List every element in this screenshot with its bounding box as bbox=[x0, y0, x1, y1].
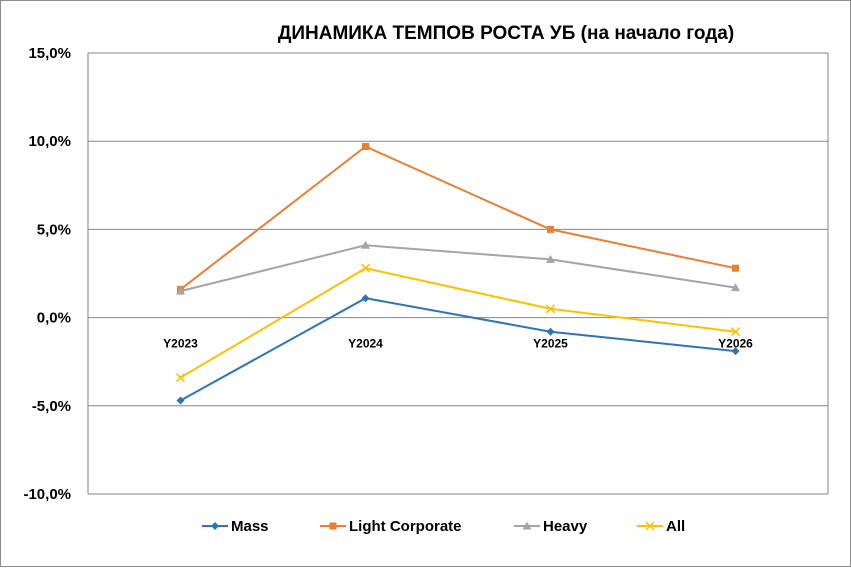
y-tick-label: 10,0% bbox=[28, 133, 71, 150]
y-tick-label: 5,0% bbox=[37, 221, 71, 238]
x-category-label: Y2023 bbox=[163, 337, 198, 351]
legend-marker bbox=[522, 521, 532, 530]
legend-item: Mass bbox=[202, 518, 269, 535]
chart-title: ДИНАМИКА ТЕМПОВ РОСТА УБ (на начало года… bbox=[278, 23, 734, 44]
data-point bbox=[361, 240, 370, 249]
data-point bbox=[362, 142, 369, 150]
legend: Mass Light Corporate Heavy All bbox=[202, 518, 685, 535]
data-point bbox=[176, 396, 185, 405]
series-line bbox=[180, 244, 736, 293]
y-tick-label: 15,0% bbox=[28, 45, 71, 62]
legend-item: Heavy bbox=[514, 518, 588, 535]
legend-label: Heavy bbox=[543, 518, 588, 535]
category-labels: Y2023 Y2024 Y2025 Y2026 bbox=[163, 337, 753, 351]
y-tick-label: -10,0% bbox=[23, 486, 71, 503]
gridlines bbox=[87, 52, 829, 495]
legend-marker bbox=[211, 522, 219, 530]
data-point bbox=[731, 283, 740, 292]
series-line bbox=[179, 145, 736, 291]
data-point bbox=[361, 294, 370, 303]
series-2 bbox=[176, 240, 740, 295]
y-tick-label: 0,0% bbox=[37, 310, 71, 327]
x-category-label: Y2025 bbox=[533, 337, 568, 351]
x-category-label: Y2026 bbox=[718, 337, 753, 351]
data-point bbox=[732, 264, 739, 272]
data-point bbox=[547, 225, 554, 233]
data-point bbox=[545, 304, 556, 314]
data-point bbox=[360, 263, 371, 273]
data-point bbox=[546, 327, 555, 336]
y-axis-ticks: 15,0% 10,0% 5,0% 0,0% -5,0% -10,0% bbox=[23, 45, 71, 503]
legend-marker bbox=[645, 521, 655, 531]
legend-label: Mass bbox=[231, 518, 269, 535]
data-point bbox=[731, 347, 740, 356]
y-tick-label: -5,0% bbox=[32, 398, 71, 415]
series-3 bbox=[175, 263, 741, 383]
series-0 bbox=[176, 294, 740, 405]
data-point bbox=[730, 327, 741, 337]
x-category-label: Y2024 bbox=[348, 337, 383, 351]
legend-item: All bbox=[637, 518, 685, 535]
data-point bbox=[175, 373, 186, 383]
legend-marker bbox=[329, 522, 337, 530]
series-lines bbox=[175, 142, 741, 405]
legend-label: Light Corporate bbox=[349, 518, 462, 535]
legend-label: All bbox=[666, 518, 685, 535]
legend-item: Light Corporate bbox=[320, 518, 462, 535]
series-line bbox=[179, 267, 736, 379]
data-point bbox=[546, 254, 555, 263]
data-point bbox=[176, 286, 185, 295]
series-line bbox=[180, 297, 736, 402]
